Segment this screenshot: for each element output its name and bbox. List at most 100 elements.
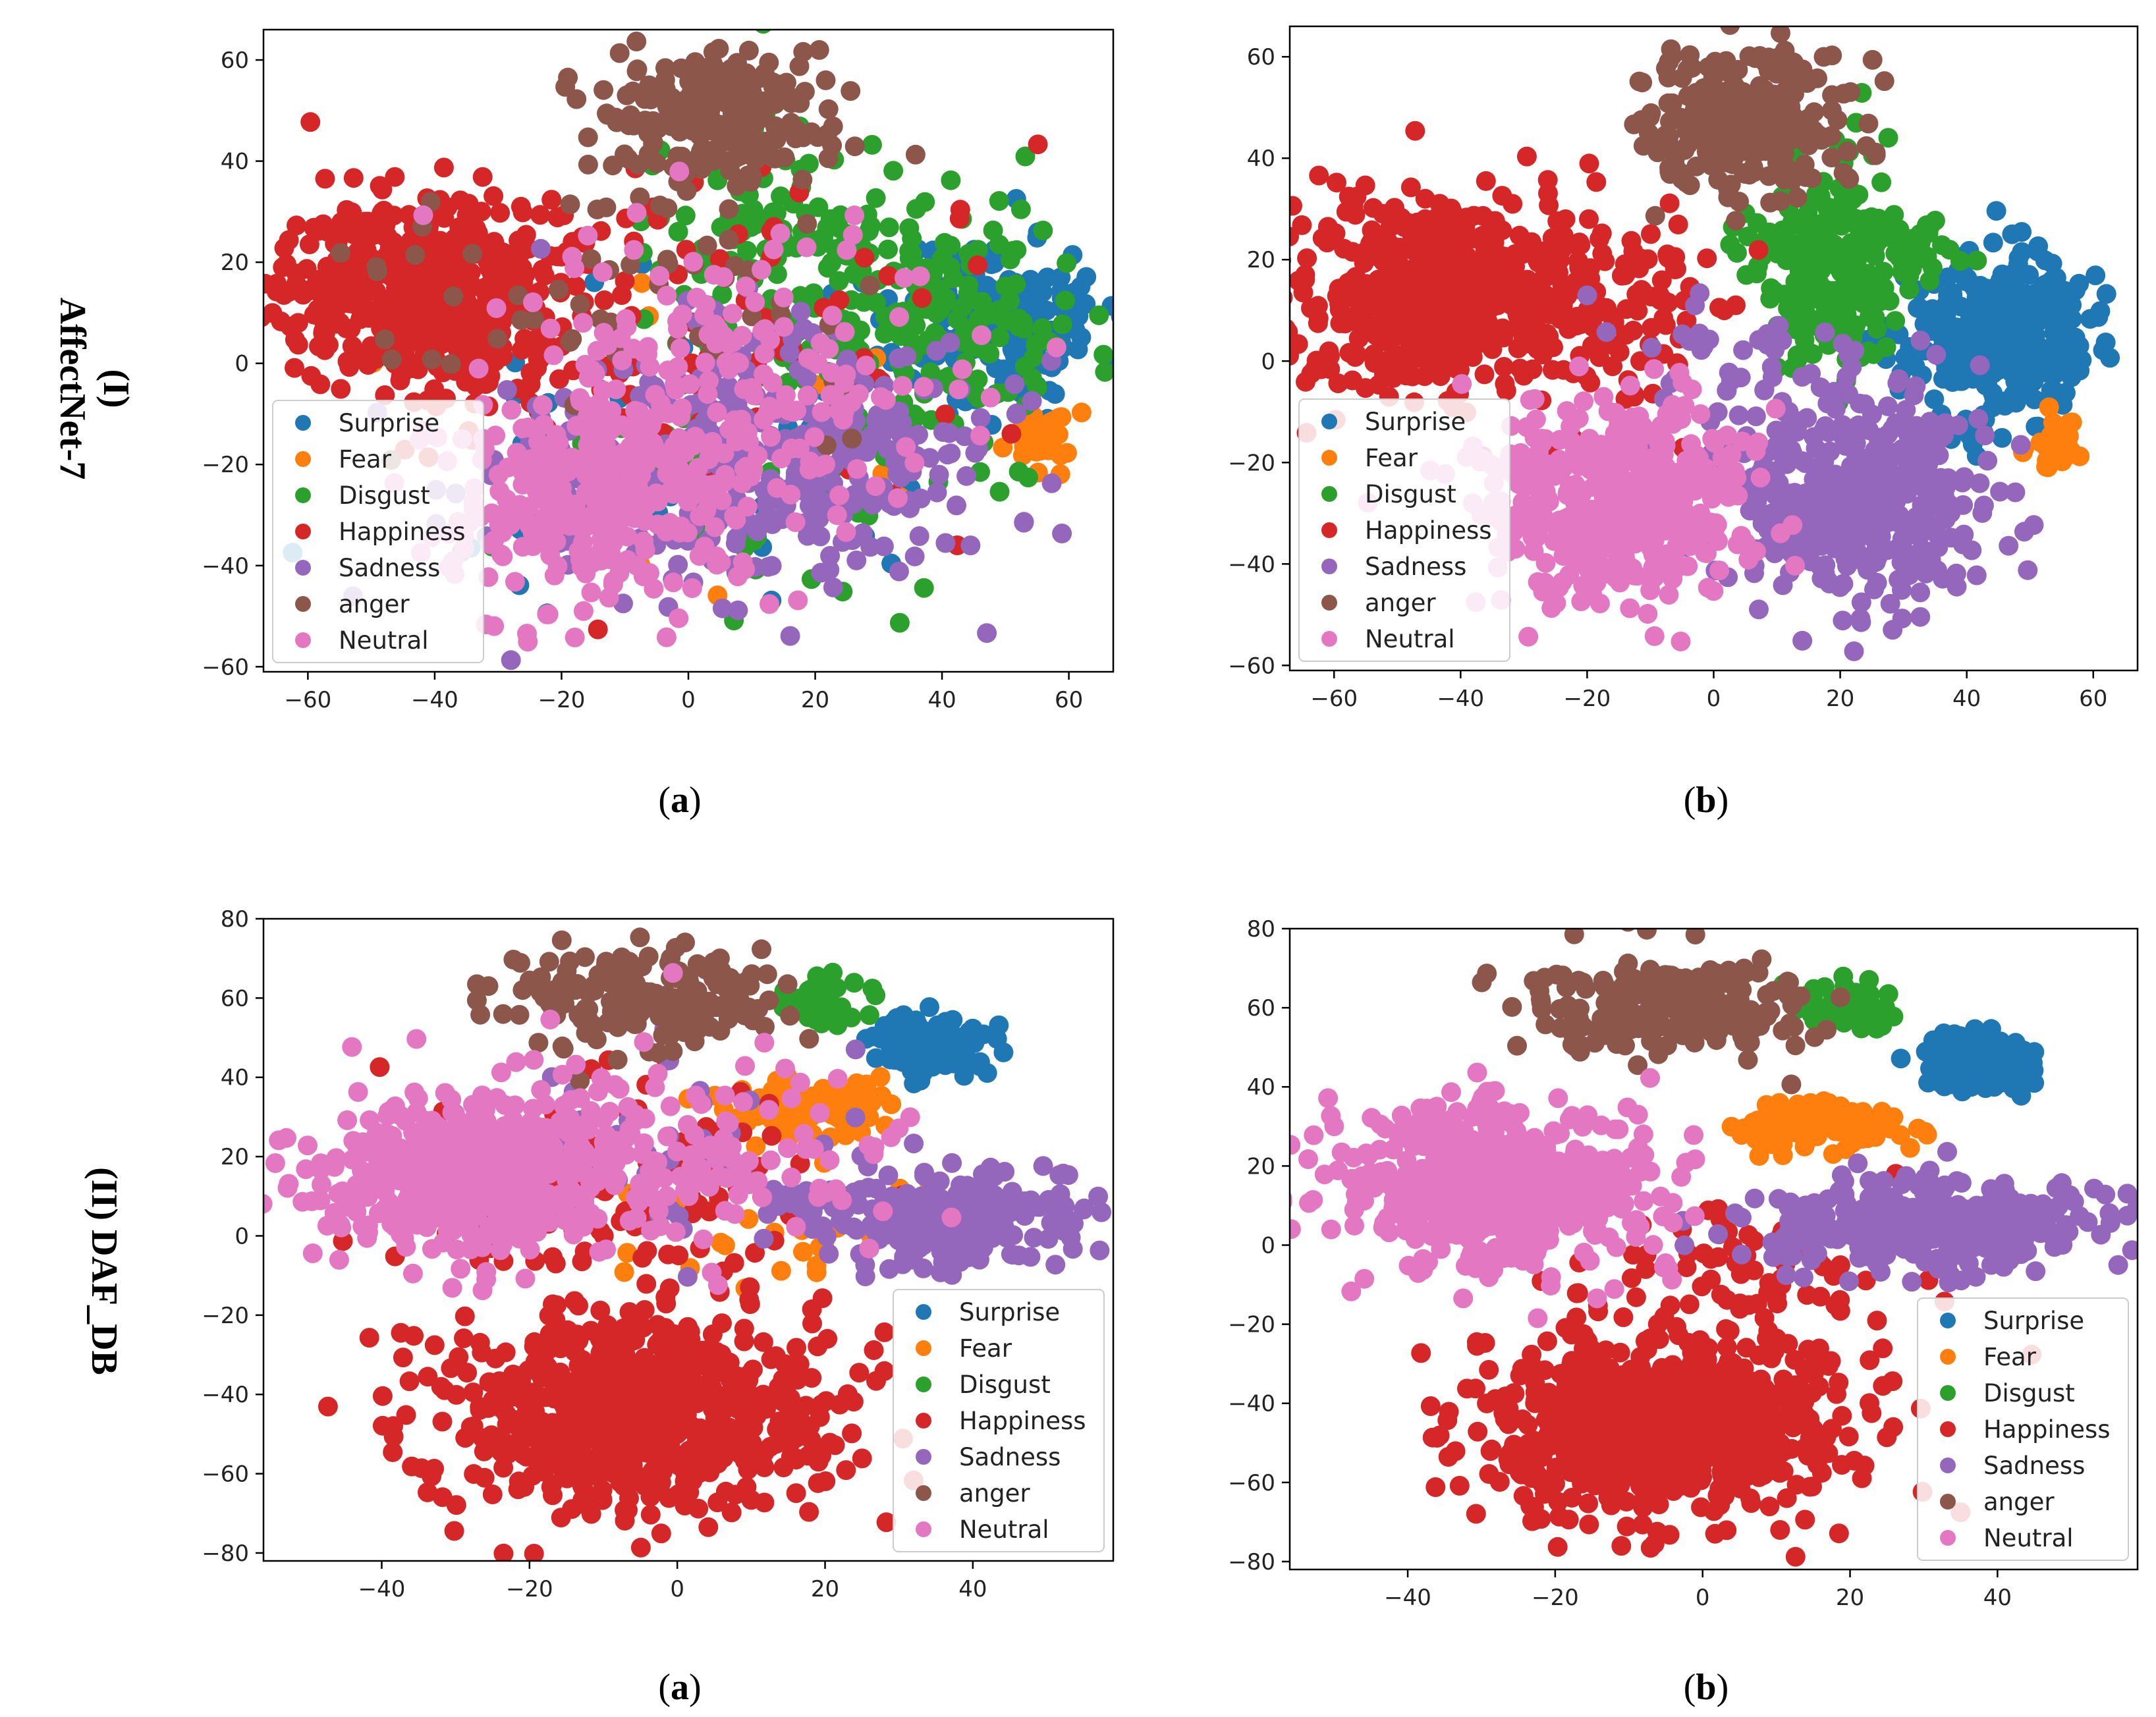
- scatter-point-sadness: [1005, 374, 1025, 395]
- scatter-point-happiness: [829, 290, 850, 310]
- scatter-point-happiness: [456, 371, 476, 392]
- scatter-point-neutral: [1627, 494, 1647, 514]
- scatter-point-anger: [785, 128, 806, 149]
- scatter-point-disgust: [1853, 293, 1873, 313]
- scatter-point-anger: [655, 58, 675, 78]
- scatter-point-sadness: [1717, 381, 1737, 401]
- scatter-point-neutral: [608, 506, 628, 527]
- scatter-point-neutral: [914, 377, 934, 397]
- scatter-point-happiness: [511, 340, 532, 360]
- scatter-point-surprise: [2096, 284, 2116, 304]
- scatter-point-happiness: [549, 369, 569, 389]
- scatter-point-surprise: [2070, 360, 2090, 381]
- scatter-point-neutral: [635, 539, 655, 560]
- scatter-point-neutral: [1589, 501, 1609, 522]
- scatter-point-neutral: [612, 415, 632, 435]
- scatter-point-anger: [441, 354, 461, 374]
- scatter-point-happiness: [1325, 223, 1346, 244]
- scatter-point-surprise: [2061, 327, 2082, 348]
- scatter-point-neutral: [1574, 391, 1594, 412]
- scatter-point-sadness: [1868, 505, 1889, 526]
- scatter-point-neutral: [824, 385, 844, 405]
- scatter-point-neutral: [677, 522, 698, 543]
- scatter-point-happiness: [1632, 280, 1651, 300]
- y-tick-label: 0: [235, 351, 249, 377]
- scatter-point-neutral: [672, 304, 692, 325]
- scatter-point-happiness: [1385, 198, 1404, 218]
- scatter-point-neutral: [589, 393, 609, 414]
- scatter-point-disgust: [1095, 362, 1113, 382]
- scatter-point-neutral: [413, 205, 433, 225]
- scatter-point-happiness: [1514, 308, 1535, 328]
- scatter-point-happiness: [530, 205, 550, 225]
- scatter-point-neutral: [761, 427, 781, 447]
- scatter-point-neutral: [972, 325, 991, 345]
- scatter-point-sadness: [1769, 315, 1789, 336]
- scatter-point-neutral: [576, 465, 596, 485]
- scatter-point-sadness: [1910, 582, 1931, 603]
- scatter-point-neutral: [645, 385, 665, 405]
- scatter-point-neutral: [837, 240, 857, 260]
- scatter-point-neutral: [562, 246, 582, 267]
- scatter-point-disgust: [755, 30, 771, 34]
- scatter-point-disgust: [1862, 227, 1882, 248]
- y-tick-label: −20: [202, 452, 249, 478]
- scatter-point-happiness: [430, 232, 451, 252]
- scatter-point-surprise: [2086, 265, 2106, 286]
- scatter-point-neutral: [587, 341, 607, 361]
- scatter-point-neutral: [1611, 427, 1632, 447]
- scatter-point-neutral: [704, 265, 724, 285]
- scatter-point-neutral: [543, 345, 564, 366]
- legend-marker: [295, 632, 311, 648]
- scatter-point-neutral: [970, 425, 991, 446]
- scatter-point-anger: [759, 53, 779, 72]
- scatter-point-neutral: [578, 225, 598, 246]
- scatter-point-anger: [1702, 117, 1723, 137]
- scatter-point-anger: [818, 148, 839, 169]
- scatter-point-sadness: [1906, 416, 1927, 436]
- scatter-point-anger: [1723, 154, 1743, 175]
- scatter-point-happiness: [1476, 171, 1496, 191]
- scatter-point-neutral: [1695, 543, 1715, 563]
- scatter-point-disgust: [829, 271, 849, 291]
- scatter-point-anger: [578, 154, 598, 175]
- scatter-point-neutral: [661, 479, 682, 500]
- scatter-point-happiness: [709, 249, 730, 269]
- scatter-point-happiness: [1642, 317, 1661, 338]
- x-tick-label: −20: [538, 687, 586, 713]
- row-label-dafdb: (II) DAF_DB: [84, 1167, 124, 1375]
- scatter-point-disgust: [966, 384, 986, 404]
- y-tick-label: 60: [221, 47, 249, 74]
- scatter-point-anger: [1125, 225, 1145, 245]
- scatter-point-neutral: [889, 307, 910, 327]
- scatter-point-fear: [632, 273, 652, 293]
- scatter-point-anger: [792, 169, 813, 190]
- scatter-point-anger: [1858, 113, 1879, 134]
- scatter-point-anger: [703, 42, 723, 63]
- scatter-point-disgust: [973, 340, 993, 360]
- scatter-point-neutral: [1706, 513, 1726, 533]
- scatter-point-sadness: [1744, 501, 1765, 521]
- scatter-point-anger: [1672, 169, 1692, 190]
- scatter-point-happiness: [1327, 173, 1346, 193]
- scatter-point-sadness: [1877, 396, 1898, 416]
- scatter-point-neutral: [829, 485, 850, 506]
- scatter-point-neutral: [1557, 401, 1577, 422]
- scatter-point-neutral: [585, 490, 605, 510]
- scatter-point-happiness: [1641, 224, 1661, 244]
- scatter-point-sadness: [794, 318, 814, 339]
- scatter-point-disgust: [668, 221, 688, 242]
- scatter-point-neutral: [783, 402, 804, 422]
- scatter-point-disgust: [1089, 305, 1109, 325]
- scatter-point-neutral: [893, 375, 913, 396]
- scatter-point-happiness: [472, 167, 493, 187]
- scatter-point-surprise: [1076, 294, 1096, 314]
- scatter-point-happiness: [532, 259, 553, 280]
- scatter-point-sadness: [1970, 473, 1990, 493]
- scatter-point-happiness: [1714, 300, 1734, 321]
- legend-box: [272, 400, 484, 663]
- scatter-point-happiness: [1659, 193, 1680, 213]
- legend-marker: [295, 560, 311, 576]
- scatter-point-neutral: [682, 578, 702, 598]
- scatter-point-neutral: [1528, 572, 1548, 592]
